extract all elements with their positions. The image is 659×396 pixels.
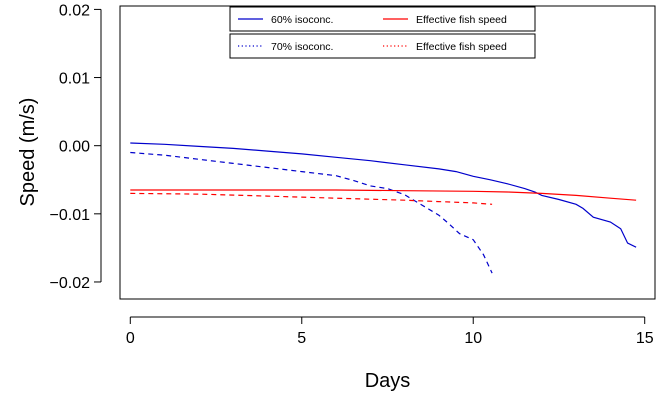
y-tick-label-4: 0.02 <box>59 2 90 19</box>
series-line-3 <box>130 192 493 205</box>
series-line-0 <box>130 142 637 248</box>
y-tick-label-2: 0.00 <box>59 139 90 156</box>
legend-box-1 <box>229 33 536 59</box>
y-tick-label-1: −0.01 <box>50 207 91 224</box>
plot-frame <box>119 5 656 300</box>
legend-label-1-0: 70% isoconc. <box>271 41 333 53</box>
series-layer <box>130 142 637 274</box>
x-tick-label-1: 5 <box>297 330 306 347</box>
legend-label-0-0: 60% isoconc. <box>271 14 333 26</box>
y-tick-label-0: −0.02 <box>50 275 91 292</box>
legend-label-0-1: Effective fish speed <box>416 14 507 26</box>
legend-box-0 <box>229 6 536 32</box>
legend: 60% isoconc. Effective fish speed 70% isoc… <box>229 6 536 59</box>
x-axis: 0 5 10 15 <box>126 316 654 347</box>
legend-label-1-1: Effective fish speed <box>416 41 507 53</box>
x-tick-label-2: 10 <box>464 330 482 347</box>
x-axis-title: Days <box>365 370 411 392</box>
y-axis-title: Speed (m/s) <box>17 98 39 207</box>
series-line-2 <box>130 189 637 201</box>
x-tick-label-3: 15 <box>636 330 654 347</box>
y-axis: −0.02 −0.01 0.00 0.01 0.02 <box>50 2 102 292</box>
x-tick-label-0: 0 <box>126 330 135 347</box>
y-tick-label-3: 0.01 <box>59 71 90 88</box>
